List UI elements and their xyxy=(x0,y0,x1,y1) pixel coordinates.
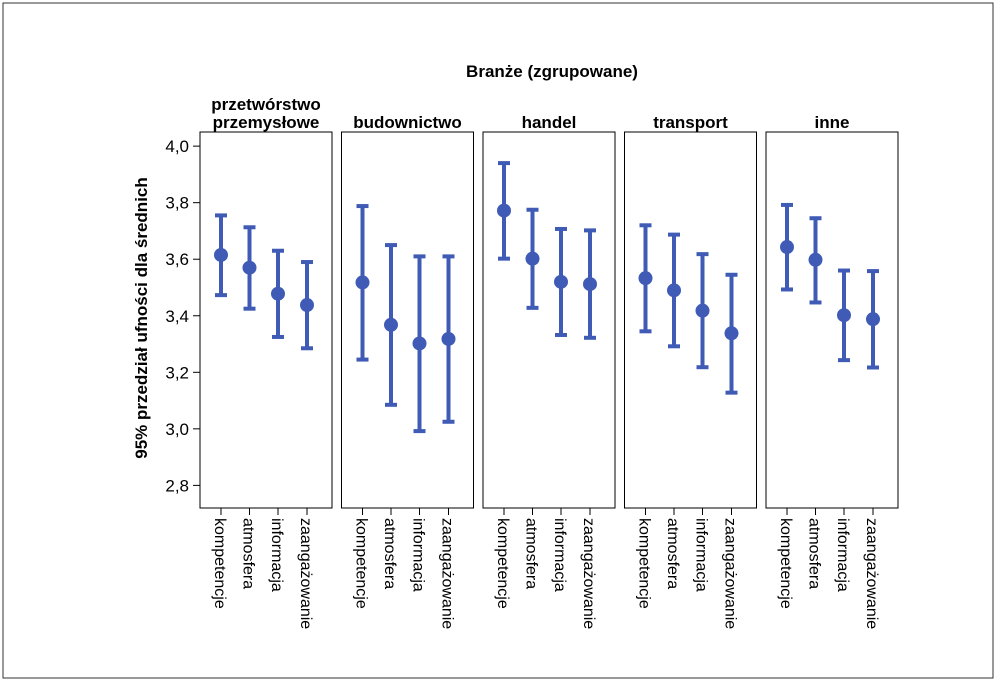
panel: handel kompetencje atmosfera informacja zaan… xyxy=(482,113,616,629)
mean-point xyxy=(554,274,568,289)
panel-label: transport xyxy=(653,113,728,132)
panel-frame xyxy=(341,131,474,509)
x-tick-label: informacja xyxy=(834,518,851,592)
mean-point xyxy=(667,283,681,298)
x-tick-label: zaangażowanie xyxy=(439,518,456,629)
y-tick-label: 2,8 xyxy=(165,476,189,495)
mean-point xyxy=(441,331,456,346)
x-tick-label: kompetencje xyxy=(777,518,794,609)
y-tick-label: 3,4 xyxy=(165,307,189,326)
panel-frame xyxy=(624,131,757,509)
x-tick-label: zaangażowanie xyxy=(297,518,314,629)
y-axis-label: 95% przedział ufności dla średnich xyxy=(132,177,151,459)
x-tick-label: atmosfera xyxy=(240,518,257,589)
y-tick-label: 3,0 xyxy=(165,420,189,439)
x-tick-label: zaangażowanie xyxy=(580,518,597,629)
panel-label: przetwórstwo xyxy=(211,95,321,114)
panel-frame xyxy=(199,131,333,509)
x-tick-label: atmosfera xyxy=(664,518,681,589)
mean-point xyxy=(525,251,540,266)
x-tick-label: informacja xyxy=(268,518,285,592)
x-tick-label: atmosfera xyxy=(381,518,398,589)
panel: budownictwo kompetencje atmosfera informacj… xyxy=(341,113,474,629)
mean-point xyxy=(724,326,739,341)
x-tick-label: informacja xyxy=(410,518,427,592)
x-tick-label: zaangażowanie xyxy=(863,518,880,629)
x-tick-label: atmosfera xyxy=(523,518,540,589)
mean-point xyxy=(300,298,314,313)
panel: inne kompetencje atmosfera informacja zaanga… xyxy=(765,113,899,629)
panel-label: handel xyxy=(522,113,577,132)
y-tick-label: 3,2 xyxy=(165,363,189,382)
panel-frame xyxy=(482,131,616,509)
y-tick-label: 4,0 xyxy=(165,137,189,156)
mean-point xyxy=(695,303,710,318)
mean-point xyxy=(214,247,228,262)
mean-point xyxy=(780,240,794,255)
mean-point xyxy=(583,277,597,292)
mean-point xyxy=(412,336,427,351)
x-tick-label: informacja xyxy=(551,518,568,592)
x-tick-label: kompetencje xyxy=(211,518,228,609)
x-tick-label: zaangażowanie xyxy=(722,518,739,629)
mean-point xyxy=(242,260,257,275)
mean-point xyxy=(638,271,653,286)
panel: transport kompetencje atmosfera informacja z… xyxy=(624,113,757,629)
mean-point xyxy=(384,317,398,332)
x-tick-label: informacja xyxy=(693,518,710,592)
y-tick-label: 3,8 xyxy=(165,194,189,213)
mean-point xyxy=(866,312,880,327)
panel-label: budownictwo xyxy=(353,113,462,132)
mean-point xyxy=(808,252,823,267)
mean-point xyxy=(271,286,285,301)
mean-point xyxy=(355,275,370,290)
x-tick-label: kompetencje xyxy=(636,518,653,609)
panel-label: inne xyxy=(815,113,850,132)
x-tick-label: atmosfera xyxy=(806,518,823,589)
panel-label: przemysłowe xyxy=(213,113,320,132)
y-axis: 2,8 3,0 3,2 3,4 3,6 3,8 4,0 xyxy=(165,137,200,495)
panel-frame xyxy=(765,131,899,509)
x-tick-label: kompetencje xyxy=(494,518,511,609)
mean-point xyxy=(837,308,851,323)
chart-title: Branże (zgrupowane) xyxy=(466,62,638,81)
y-tick-label: 3,6 xyxy=(165,250,189,269)
mean-point xyxy=(497,203,511,218)
x-tick-label: kompetencje xyxy=(353,518,370,609)
